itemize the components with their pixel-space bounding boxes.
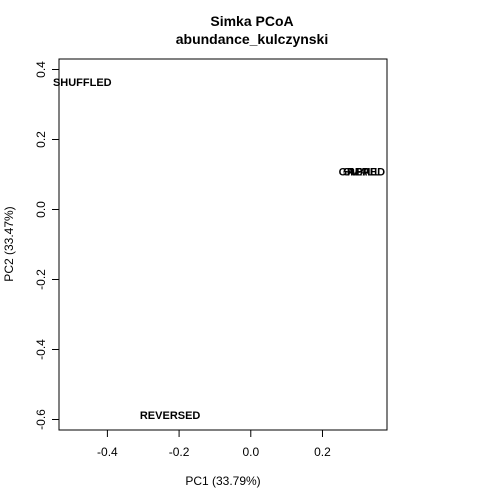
x-axis-label: PC1 (33.79%) <box>185 474 260 488</box>
x-tick-label: -0.2 <box>169 445 190 459</box>
y-tick-label: 0.0 <box>34 201 48 218</box>
point-label-gapped: GAPPED <box>339 167 386 179</box>
y-axis: -0.6 -0.4 -0.2 0.0 0.2 0.4 <box>34 61 59 430</box>
point-label-shuffled: SHUFFLED <box>53 77 112 89</box>
point-label-small: SMALL <box>343 167 381 179</box>
x-tick-label: 0.0 <box>242 445 259 459</box>
x-axis: -0.4 -0.2 0.0 0.2 <box>97 430 331 459</box>
y-tick-label: -0.6 <box>34 409 48 430</box>
y-tick-label: -0.2 <box>34 269 48 290</box>
chart-subtitle: abundance_kulczynski <box>176 31 329 47</box>
plot-frame <box>58 58 388 431</box>
x-tick-label: 0.2 <box>314 445 331 459</box>
x-tick-label: -0.4 <box>97 445 118 459</box>
y-axis-label: PC2 (33.47%) <box>2 206 16 281</box>
chart-title: Simka PCoA <box>210 13 293 29</box>
point-label-reversed: REVERSED <box>140 410 201 422</box>
y-tick-label: 0.4 <box>34 61 48 78</box>
y-tick-label: -0.4 <box>34 339 48 360</box>
y-tick-label: 0.2 <box>34 131 48 148</box>
point-label-real: REAL <box>347 167 377 179</box>
